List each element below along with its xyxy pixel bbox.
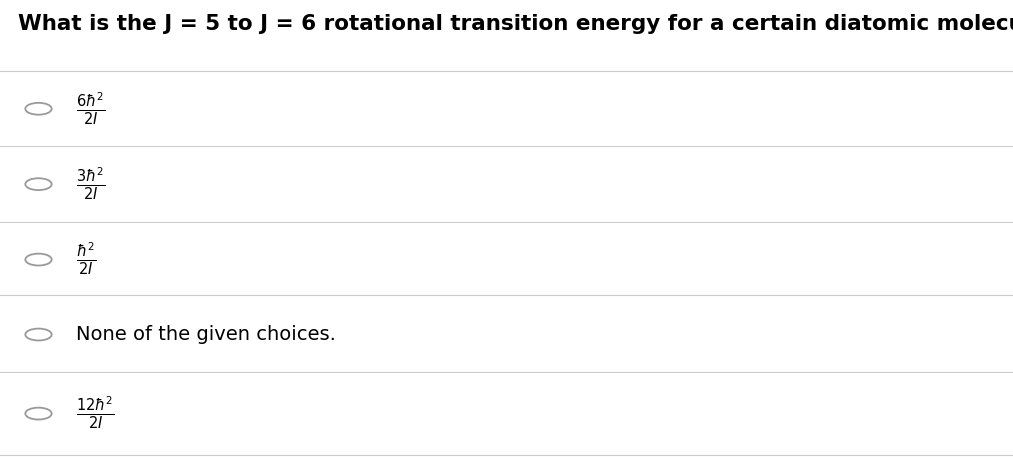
Text: What is the J = 5 to J = 6 rotational transition energy for a certain diatomic m: What is the J = 5 to J = 6 rotational tr… [18,14,1013,34]
Text: $\frac{3\hbar^2}{2I}$: $\frac{3\hbar^2}{2I}$ [76,166,105,202]
Text: None of the given choices.: None of the given choices. [76,325,336,344]
Text: $\frac{12\hbar^2}{2I}$: $\frac{12\hbar^2}{2I}$ [76,396,114,431]
Text: $\frac{\hbar^2}{2I}$: $\frac{\hbar^2}{2I}$ [76,242,96,277]
Text: $\frac{6\hbar^2}{2I}$: $\frac{6\hbar^2}{2I}$ [76,91,105,127]
